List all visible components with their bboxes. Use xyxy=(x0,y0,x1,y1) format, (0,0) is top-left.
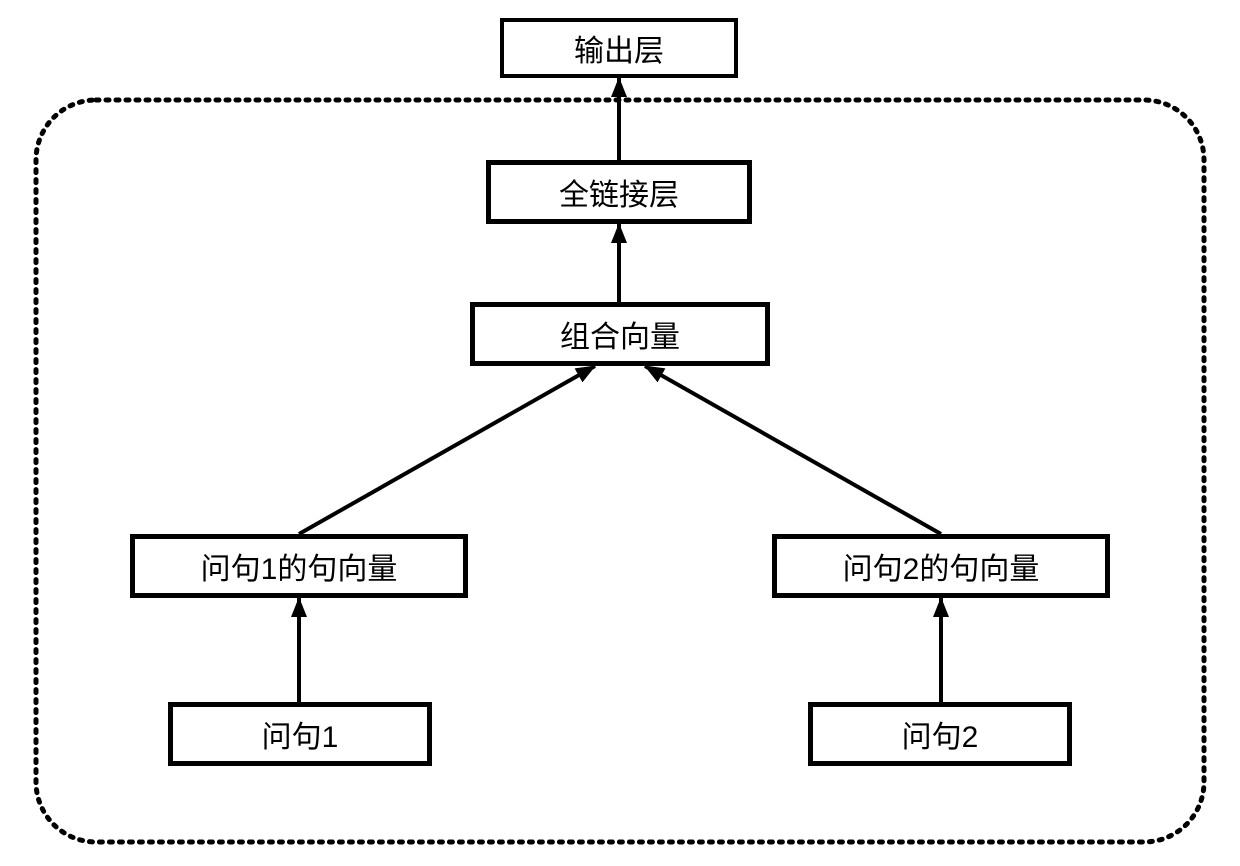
node-label: 问句2的句向量 xyxy=(843,544,1040,588)
node-label: 问句1的句向量 xyxy=(201,544,398,588)
node-label: 全链接层 xyxy=(559,170,679,214)
node-label: 组合向量 xyxy=(560,312,680,356)
node-label: 问句2 xyxy=(902,712,979,756)
node-label: 问句1 xyxy=(262,712,339,756)
node-q2: 问句2 xyxy=(808,702,1072,766)
edge-arrow xyxy=(299,366,595,534)
node-label: 输出层 xyxy=(574,26,664,70)
node-fc-layer: 全链接层 xyxy=(486,160,752,224)
node-q1: 问句1 xyxy=(168,702,432,766)
edge-arrow xyxy=(645,366,941,534)
node-q2-vector: 问句2的句向量 xyxy=(772,534,1110,598)
node-combined-vector: 组合向量 xyxy=(470,302,770,366)
node-q1-vector: 问句1的句向量 xyxy=(130,534,468,598)
node-output-layer: 输出层 xyxy=(500,18,738,78)
